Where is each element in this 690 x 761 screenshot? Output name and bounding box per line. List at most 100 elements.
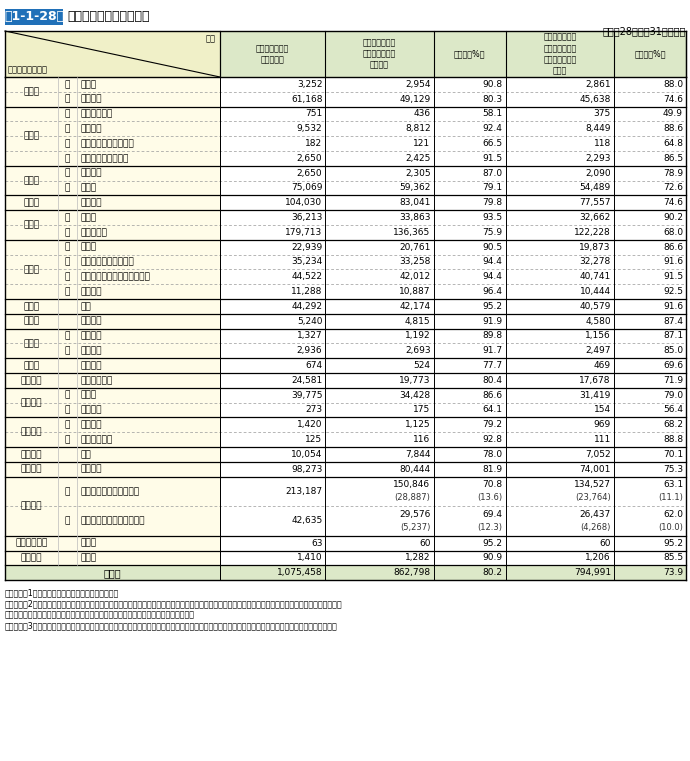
Text: 24,581: 24,581 xyxy=(291,376,322,385)
Text: 44,292: 44,292 xyxy=(291,302,322,311)
Text: ロ: ロ xyxy=(65,257,70,266)
Bar xyxy=(5,180,220,196)
Text: 68.0: 68.0 xyxy=(663,228,683,237)
Bar xyxy=(220,107,686,122)
Text: ニ: ニ xyxy=(65,154,70,163)
Text: 2,425: 2,425 xyxy=(405,154,431,163)
Text: 3,252: 3,252 xyxy=(297,80,322,89)
Text: （六）: （六） xyxy=(23,265,39,274)
Text: 79.0: 79.0 xyxy=(663,390,683,400)
Text: 91.9: 91.9 xyxy=(482,317,503,326)
Text: 56.4: 56.4 xyxy=(663,406,683,415)
Bar xyxy=(220,166,686,180)
Text: （十七）: （十七） xyxy=(21,553,42,562)
Bar xyxy=(5,166,220,180)
Text: 5,240: 5,240 xyxy=(297,317,322,326)
Text: 111: 111 xyxy=(593,435,611,444)
Text: 121: 121 xyxy=(413,139,431,148)
Text: （備考）　1　「防火対象物実態等調査」により作成: （備考） 1 「防火対象物実態等調査」により作成 xyxy=(5,588,119,597)
Text: 74,001: 74,001 xyxy=(580,465,611,473)
Text: 2,954: 2,954 xyxy=(405,80,431,89)
Text: 遊技場等: 遊技場等 xyxy=(80,124,101,133)
Text: 2,293: 2,293 xyxy=(585,154,611,163)
Text: 59,362: 59,362 xyxy=(400,183,431,193)
Text: 1,156: 1,156 xyxy=(585,332,611,340)
Text: 34,428: 34,428 xyxy=(400,390,431,400)
Text: 60: 60 xyxy=(419,539,431,548)
Text: 非特定複合用途防火対象物: 非特定複合用途防火対象物 xyxy=(80,517,145,526)
Text: 2,090: 2,090 xyxy=(585,169,611,178)
Text: ロ: ロ xyxy=(65,94,70,103)
Text: 29,576: 29,576 xyxy=(400,510,431,519)
Text: 134,527: 134,527 xyxy=(574,480,611,489)
Text: 35,234: 35,234 xyxy=(291,257,322,266)
Bar xyxy=(220,255,686,269)
Bar xyxy=(220,388,686,403)
Text: 794,991: 794,991 xyxy=(574,568,611,578)
Text: (11.1): (11.1) xyxy=(658,493,683,502)
Text: 防火管理者を選
任している防火
対象物数: 防火管理者を選 任している防火 対象物数 xyxy=(363,38,396,69)
Text: ロ: ロ xyxy=(65,346,70,355)
Text: 95.2: 95.2 xyxy=(483,302,503,311)
Text: 91.6: 91.6 xyxy=(663,302,683,311)
Text: 1,206: 1,206 xyxy=(585,553,611,562)
Text: 公会堂等: 公会堂等 xyxy=(80,94,101,103)
Text: ロ: ロ xyxy=(65,517,70,526)
Text: ロ: ロ xyxy=(65,124,70,133)
Text: 17,678: 17,678 xyxy=(580,376,611,385)
Text: 64.8: 64.8 xyxy=(663,139,683,148)
Bar xyxy=(220,536,686,551)
Text: ハ: ハ xyxy=(65,272,70,282)
Text: 32,662: 32,662 xyxy=(580,213,611,222)
Text: 75,069: 75,069 xyxy=(291,183,322,193)
Text: ハ: ハ xyxy=(65,139,70,148)
Bar xyxy=(220,565,686,580)
Text: イ: イ xyxy=(65,80,70,89)
Text: 8,449: 8,449 xyxy=(585,124,611,133)
Bar xyxy=(220,373,686,388)
Text: 62.0: 62.0 xyxy=(663,510,683,519)
Text: 22,939: 22,939 xyxy=(291,243,322,252)
Bar xyxy=(220,432,686,447)
Text: 2,861: 2,861 xyxy=(585,80,611,89)
Bar xyxy=(5,136,220,151)
Bar xyxy=(220,462,686,476)
Text: （九）: （九） xyxy=(23,339,39,348)
Text: 8,812: 8,812 xyxy=(405,124,431,133)
Text: 防火管理実施義
務対象物数: 防火管理実施義 務対象物数 xyxy=(256,44,289,64)
Bar xyxy=(5,210,220,225)
Text: 83,041: 83,041 xyxy=(400,199,431,207)
Text: 特別養護老人ホーム等: 特別養護老人ホーム等 xyxy=(80,257,134,266)
Text: 862,798: 862,798 xyxy=(393,568,431,578)
Text: 10,054: 10,054 xyxy=(291,450,322,459)
Text: 175: 175 xyxy=(413,406,431,415)
Bar xyxy=(5,506,220,536)
Text: 90.5: 90.5 xyxy=(482,243,503,252)
Text: 42,012: 42,012 xyxy=(400,272,431,282)
Text: 58.1: 58.1 xyxy=(482,110,503,119)
Text: 33,258: 33,258 xyxy=(400,257,431,266)
Text: 36,213: 36,213 xyxy=(291,213,322,222)
Bar xyxy=(220,417,686,432)
Bar xyxy=(5,476,220,506)
Text: 273: 273 xyxy=(305,406,322,415)
Text: 91.6: 91.6 xyxy=(663,257,683,266)
Text: 合　計: 合 計 xyxy=(104,568,121,578)
Text: (10.0): (10.0) xyxy=(658,523,683,532)
Text: 64.1: 64.1 xyxy=(483,406,503,415)
Text: 3　防火対象物の区分は、消防法施行令別表第一による区分であり、施設の名称はその例示である。以下本節においてことわりのない限り同じ。: 3 防火対象物の区分は、消防法施行令別表第一による区分であり、施設の名称はその例… xyxy=(5,621,337,630)
Text: 87.0: 87.0 xyxy=(482,169,503,178)
Text: 26,437: 26,437 xyxy=(580,510,611,519)
Text: 136,365: 136,365 xyxy=(393,228,431,237)
Text: （七）: （七） xyxy=(23,302,39,311)
Text: 86.6: 86.6 xyxy=(663,243,683,252)
Bar xyxy=(220,240,686,255)
Text: 90.2: 90.2 xyxy=(663,213,683,222)
Bar xyxy=(220,210,686,225)
Bar xyxy=(5,432,220,447)
Text: 74.6: 74.6 xyxy=(663,94,683,103)
Text: 78.9: 78.9 xyxy=(663,169,683,178)
Text: 10,887: 10,887 xyxy=(399,287,431,296)
Bar xyxy=(5,551,220,565)
Text: 74.6: 74.6 xyxy=(663,199,683,207)
